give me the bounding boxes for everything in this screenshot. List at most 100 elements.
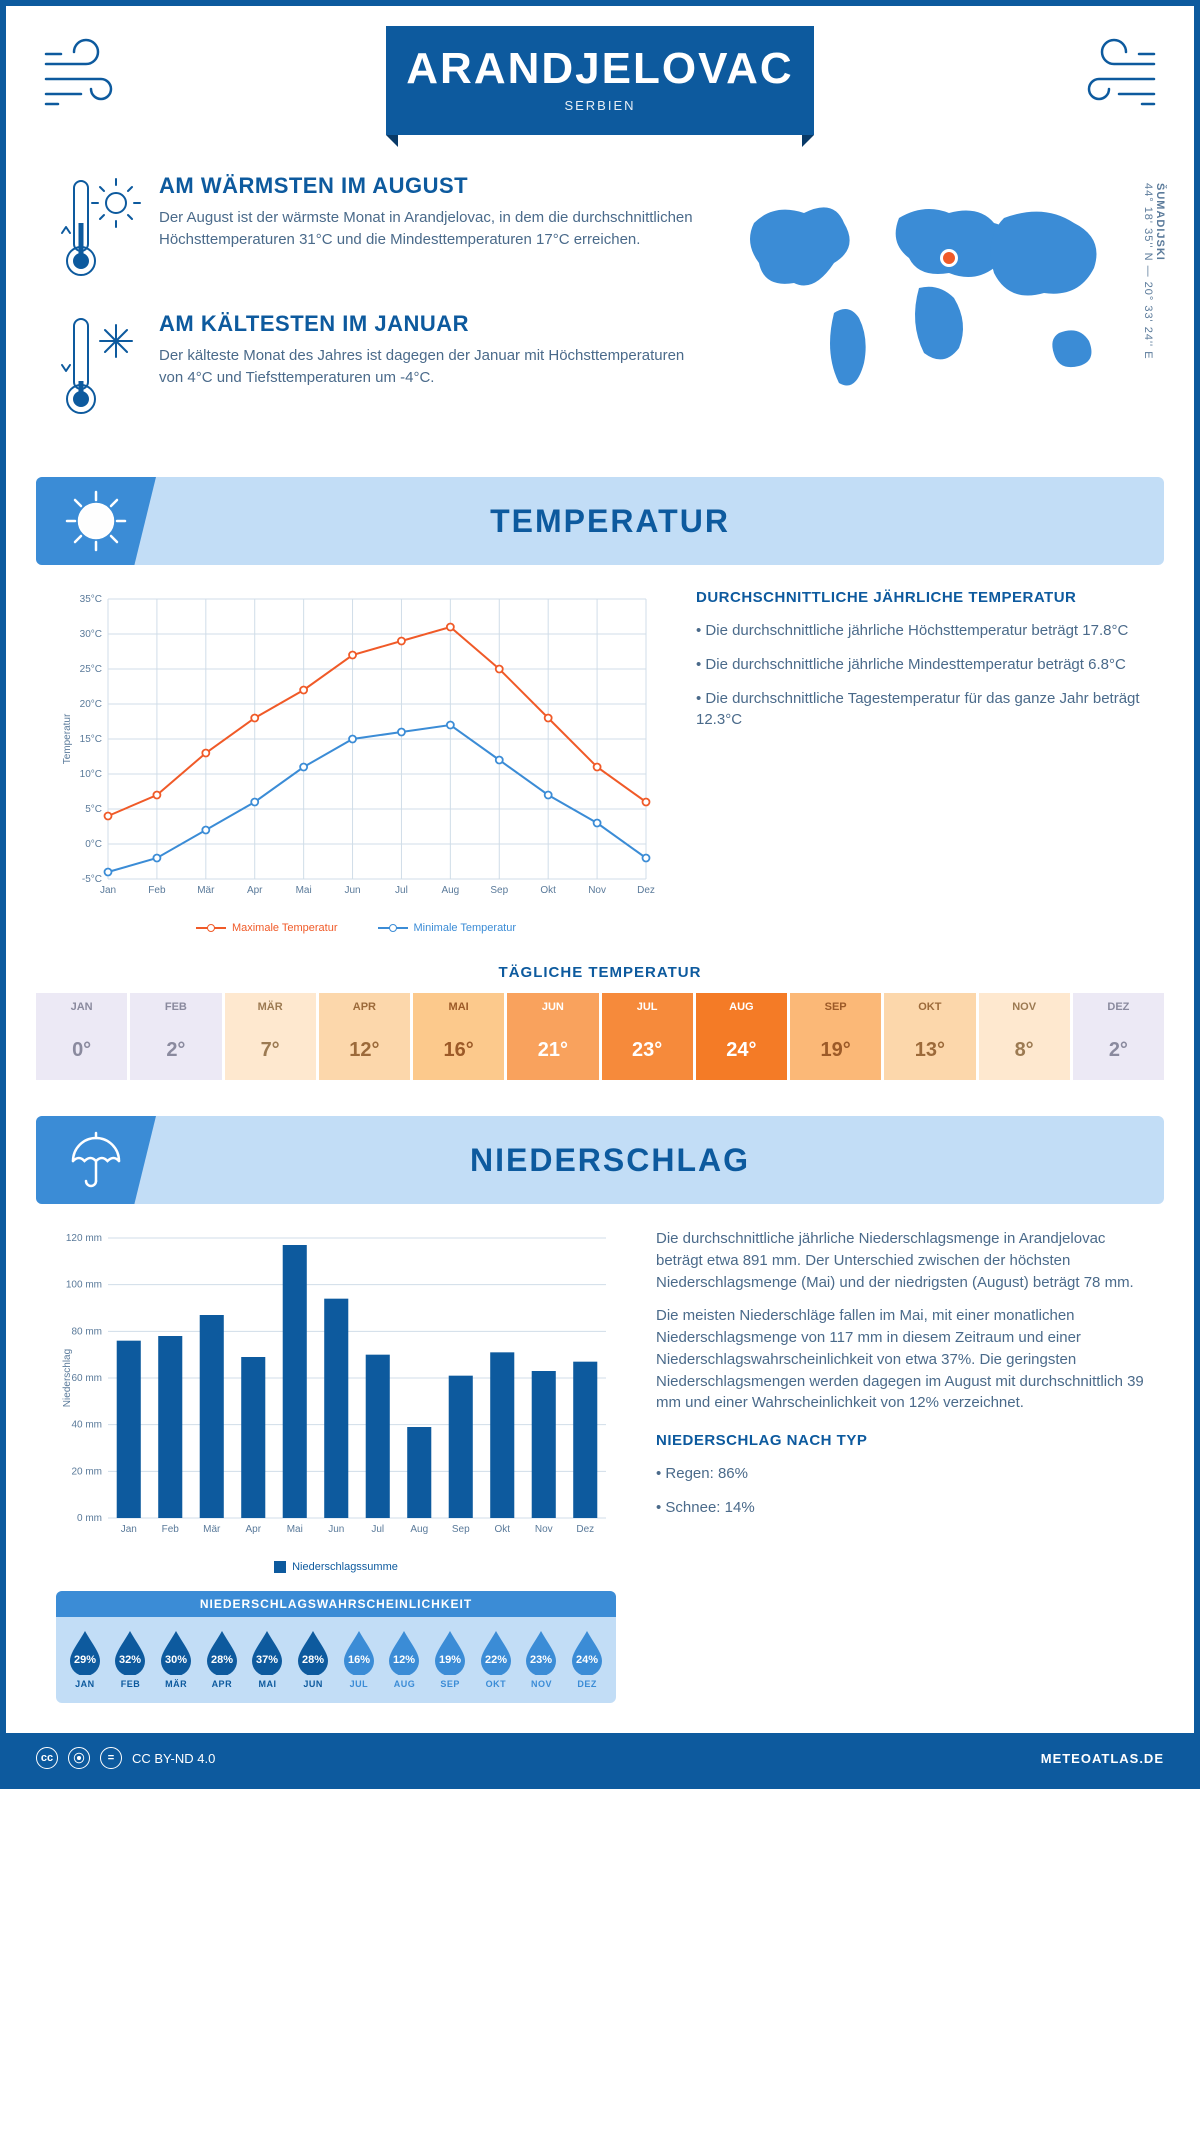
prob-month: JAN — [62, 1679, 108, 1689]
legend-max: Maximale Temperatur — [232, 922, 338, 934]
fact-warmest-title: AM WÄRMSTEN IM AUGUST — [159, 173, 694, 199]
cc-icon: cc — [36, 1747, 58, 1769]
wind-icon-right — [1044, 34, 1164, 124]
svg-text:Mär: Mär — [197, 885, 215, 896]
svg-text:Temperatur: Temperatur — [62, 713, 73, 764]
daily-col: NOV 8° — [979, 993, 1070, 1080]
raindrop-icon: 37% — [249, 1629, 285, 1675]
svg-text:-5°C: -5°C — [82, 874, 102, 885]
svg-text:Nov: Nov — [588, 885, 606, 896]
prob-drop: 28% APR — [199, 1629, 245, 1689]
svg-text:Mai: Mai — [296, 885, 312, 896]
svg-text:10°C: 10°C — [80, 769, 102, 780]
fact-warmest: AM WÄRMSTEN IM AUGUST Der August ist der… — [56, 173, 694, 283]
daily-col: MÄR 7° — [225, 993, 316, 1080]
precip-type-1: • Regen: 86% — [656, 1463, 1144, 1485]
daily-value: 16° — [413, 1021, 504, 1080]
svg-text:Apr: Apr — [247, 885, 263, 896]
umbrella-icon — [36, 1116, 156, 1204]
daily-col: OKT 13° — [884, 993, 975, 1080]
temp-bullet-3: • Die durchschnittliche Tagestemperatur … — [696, 688, 1144, 732]
svg-text:Jul: Jul — [395, 885, 408, 896]
svg-text:19%: 19% — [439, 1654, 461, 1666]
svg-text:Feb: Feb — [162, 1524, 180, 1535]
svg-text:120 mm: 120 mm — [66, 1233, 102, 1244]
svg-text:20 mm: 20 mm — [71, 1466, 102, 1477]
coordinates-text: ŠUMADIJSKI 44° 18' 35'' N — 20° 33' 24''… — [1142, 183, 1166, 360]
daily-month: NOV — [979, 993, 1070, 1021]
daily-col: FEB 2° — [130, 993, 221, 1080]
daily-col: APR 12° — [319, 993, 410, 1080]
daily-value: 7° — [225, 1021, 316, 1080]
prob-drop: 24% DEZ — [564, 1629, 610, 1689]
svg-text:37%: 37% — [256, 1654, 278, 1666]
raindrop-icon: 12% — [386, 1629, 422, 1675]
thermometer-sun-icon — [56, 173, 141, 283]
section-title-temperature: TEMPERATUR — [156, 503, 1164, 540]
daily-value: 12° — [319, 1021, 410, 1080]
raindrop-icon: 30% — [158, 1629, 194, 1675]
svg-text:Sep: Sep — [452, 1524, 470, 1535]
wind-icon-left — [36, 34, 156, 124]
prob-month: MAI — [245, 1679, 291, 1689]
raindrop-icon: 28% — [295, 1629, 331, 1675]
daily-month: MÄR — [225, 993, 316, 1021]
header-row: ARANDJELOVAC SERBIEN — [36, 26, 1164, 135]
svg-text:23%: 23% — [530, 1654, 552, 1666]
header-banner: ARANDJELOVAC SERBIEN — [386, 26, 813, 135]
svg-text:Sep: Sep — [490, 885, 508, 896]
prob-drop: 12% AUG — [382, 1629, 428, 1689]
raindrop-icon: 16% — [341, 1629, 377, 1675]
fact-coldest-title: AM KÄLTESTEN IM JANUAR — [159, 311, 694, 337]
prob-month: FEB — [108, 1679, 154, 1689]
raindrop-icon: 32% — [112, 1629, 148, 1675]
svg-text:Aug: Aug — [410, 1524, 428, 1535]
prob-drop: 23% NOV — [519, 1629, 565, 1689]
daily-value: 19° — [790, 1021, 881, 1080]
legend-min: Minimale Temperatur — [414, 922, 517, 934]
daily-value: 23° — [602, 1021, 693, 1080]
daily-month: APR — [319, 993, 410, 1021]
prob-month: SEP — [427, 1679, 473, 1689]
svg-text:Okt: Okt — [540, 885, 556, 896]
daily-month: MAI — [413, 993, 504, 1021]
fact-coldest: AM KÄLTESTEN IM JANUAR Der kälteste Mona… — [56, 311, 694, 421]
svg-text:40 mm: 40 mm — [71, 1420, 102, 1431]
svg-text:28%: 28% — [302, 1654, 324, 1666]
svg-text:Niederschlag: Niederschlag — [62, 1349, 73, 1407]
svg-text:Feb: Feb — [148, 885, 166, 896]
svg-text:100 mm: 100 mm — [66, 1280, 102, 1291]
temp-bullet-2: • Die durchschnittliche jährliche Mindes… — [696, 654, 1144, 676]
daily-col: AUG 24° — [696, 993, 787, 1080]
svg-text:Apr: Apr — [245, 1524, 261, 1535]
svg-text:28%: 28% — [211, 1654, 233, 1666]
svg-text:35°C: 35°C — [80, 594, 102, 605]
svg-text:29%: 29% — [74, 1654, 96, 1666]
svg-text:80 mm: 80 mm — [71, 1326, 102, 1337]
raindrop-icon: 19% — [432, 1629, 468, 1675]
page-subtitle: SERBIEN — [406, 98, 793, 113]
svg-text:Jan: Jan — [100, 885, 116, 896]
daily-month: AUG — [696, 993, 787, 1021]
svg-text:20°C: 20°C — [80, 699, 102, 710]
temperature-summary: DURCHSCHNITTLICHE JÄHRLICHE TEMPERATUR •… — [696, 589, 1144, 743]
temp-summary-heading: DURCHSCHNITTLICHE JÄHRLICHE TEMPERATUR — [696, 589, 1144, 606]
thermometer-snow-icon — [56, 311, 141, 421]
svg-text:12%: 12% — [393, 1654, 415, 1666]
svg-text:Jul: Jul — [371, 1524, 384, 1535]
top-info: AM WÄRMSTEN IM AUGUST Der August ist der… — [56, 173, 1144, 449]
prob-drop: 37% MAI — [245, 1629, 291, 1689]
raindrop-icon: 28% — [204, 1629, 240, 1675]
section-title-precipitation: NIEDERSCHLAG — [156, 1142, 1164, 1179]
fact-warmest-body: Der August ist der wärmste Monat in Aran… — [159, 207, 694, 251]
world-map: ŠUMADIJSKI 44° 18' 35'' N — 20° 33' 24''… — [724, 173, 1144, 449]
temp-bullet-1: • Die durchschnittliche jährliche Höchst… — [696, 620, 1144, 642]
daily-value: 2° — [130, 1021, 221, 1080]
world-map-svg — [724, 173, 1144, 413]
precipitation-probability-box: NIEDERSCHLAGSWAHRSCHEINLICHKEIT 29% JAN … — [56, 1591, 616, 1703]
svg-text:25°C: 25°C — [80, 664, 102, 675]
svg-text:30%: 30% — [165, 1654, 187, 1666]
precipitation-bar-chart: 0 mm20 mm40 mm60 mm80 mm100 mm120 mmJanF… — [56, 1228, 616, 1548]
daily-month: DEZ — [1073, 993, 1164, 1021]
daily-value: 13° — [884, 1021, 975, 1080]
